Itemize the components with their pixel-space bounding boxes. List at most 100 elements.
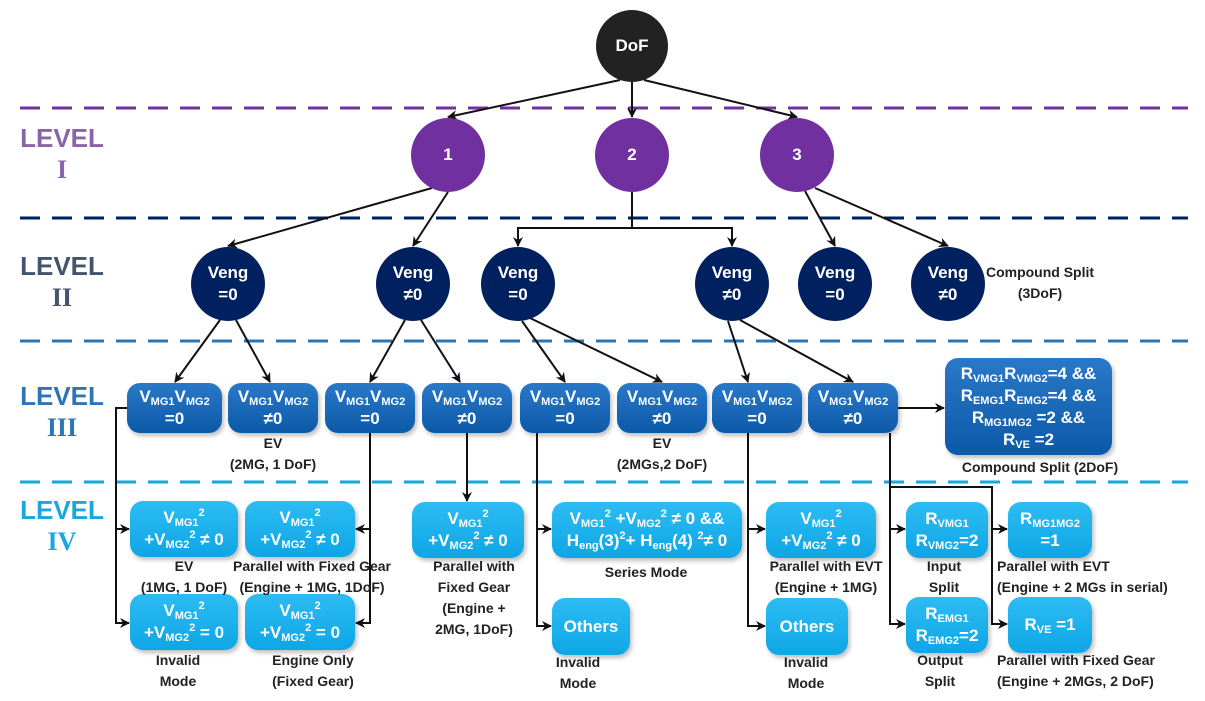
caption-line: Input	[926, 558, 962, 574]
caption-line: Output	[917, 652, 963, 668]
subscript: EMG1	[937, 613, 969, 625]
node-text-line: RVMG2=2	[916, 530, 979, 552]
node-text-line: VMG1VMG2	[139, 386, 209, 408]
caption-line: (Engine + 2MGs, 2 DoF)	[997, 673, 1154, 689]
node-text-line: ≠0	[653, 408, 672, 430]
connector-arrow	[643, 79, 798, 120]
circle-node-dof3: 3	[760, 118, 834, 192]
subscript: MG2	[576, 396, 601, 408]
text-segment: Veng	[497, 263, 539, 282]
text-segment: R	[925, 509, 938, 528]
node-text-line: RVE =2	[1003, 429, 1054, 451]
node-text-line: ≠0	[458, 408, 477, 430]
caption-line: (1MG, 1 DoF)	[140, 579, 228, 595]
circle-node-dof1: 1	[411, 118, 485, 192]
connector-arrow	[814, 187, 949, 247]
node-text-line: =0	[165, 408, 184, 430]
text-segment: R	[1002, 429, 1016, 449]
text-segment: +V	[143, 623, 166, 642]
node-text-line: ≠0	[404, 284, 423, 306]
text-segment: V	[279, 601, 291, 620]
condition-box-q13: RVE =1	[1008, 597, 1092, 653]
connector-arrow	[235, 319, 271, 383]
text-segment: =0	[555, 409, 575, 428]
text-segment: ≠ 0	[195, 530, 224, 549]
node-text-line: 2	[627, 144, 636, 166]
caption-line: Parallel with Fixed Gear	[233, 558, 391, 574]
text-segment: ≠0	[938, 285, 958, 304]
caption-line: Mode	[559, 675, 597, 691]
node-text-line: VMG12	[800, 508, 841, 530]
superscript: 2	[189, 529, 196, 541]
node-text-line: VMG1VMG2	[432, 386, 502, 408]
text-segment: +V	[428, 531, 450, 550]
text-segment: =0	[164, 409, 185, 428]
caption-ev2mg: EV (2MG, 1 DoF)	[230, 433, 316, 475]
subscript: MG2	[185, 396, 210, 408]
node-text-line: VMG1VMG2	[722, 386, 792, 408]
caption-ev2mgs: EV (2MGs,2 DoF)	[617, 433, 707, 475]
caption-line: 2MG, 1DoF)	[435, 621, 513, 637]
caption-line: (3DoF)	[1017, 285, 1063, 301]
subscript: EMG1	[972, 394, 1005, 407]
text-segment: ≠0	[722, 285, 742, 304]
condition-box-q9: Others	[766, 598, 848, 655]
level-numeral: IV	[47, 527, 77, 556]
level-word: LEVEL	[20, 381, 104, 411]
connector-arrow	[747, 433, 766, 631]
text-segment: =2	[1029, 429, 1055, 449]
subscript: EMG2	[1016, 394, 1048, 407]
text-segment: +V	[259, 623, 282, 642]
circle-node-v3b: Veng ≠0	[911, 247, 985, 321]
node-text-line: DoF	[615, 35, 648, 57]
superscript: 2	[305, 529, 312, 541]
text-segment: =4 &&	[1047, 363, 1097, 383]
subscript: MG1	[150, 396, 175, 408]
text-segment: R	[1024, 615, 1037, 634]
superscript: 2	[835, 508, 842, 520]
node-text-line: RVE =1	[1024, 614, 1075, 636]
text-segment: R	[915, 531, 928, 550]
node-text-line: VMG1VMG2	[335, 386, 405, 408]
level-numeral: I	[56, 155, 68, 184]
text-segment: +V	[260, 530, 282, 549]
node-text-line: Veng	[815, 262, 856, 284]
condition-box-m5: VMG1VMG2 =0	[520, 383, 610, 433]
node-text-line: +VMG22 ≠ 0	[144, 529, 223, 551]
node-text-line: +VMG22 ≠ 0	[260, 529, 339, 551]
text-segment: V	[370, 387, 382, 406]
text-segment: = 0	[311, 623, 341, 642]
connector-arrow	[521, 320, 566, 383]
text-segment: R	[960, 363, 973, 383]
node-text-line: =0	[747, 408, 766, 430]
subscript: EMG2	[927, 635, 960, 647]
superscript: 2	[198, 507, 205, 519]
caption-line: Parallel with EVT	[997, 558, 1110, 574]
subscript: eng	[652, 540, 673, 552]
subscript: VMG2	[927, 540, 960, 552]
superscript: 2	[189, 622, 196, 634]
text-segment: =0	[508, 285, 528, 304]
caption-evt1: Parallel with EVT (Engine + 1MG)	[770, 556, 883, 598]
connector-arrow	[889, 433, 906, 629]
text-segment: V	[467, 387, 479, 406]
node-text-line: +VMG22 = 0	[260, 622, 340, 644]
condition-box-m7: VMG1VMG2 =0	[712, 383, 802, 433]
caption-series: Series Mode	[605, 562, 687, 583]
subscript: MG2	[281, 539, 306, 551]
condition-box-m2: VMG1VMG2 ≠0	[228, 383, 318, 433]
text-segment: Others	[563, 616, 619, 636]
node-text-line: +VMG22 ≠ 0	[428, 530, 507, 552]
superscript: 2	[697, 530, 704, 542]
text-segment: ≠ 0	[311, 530, 340, 549]
caption-line: Parallel with Fixed Gear	[997, 652, 1155, 668]
condition-box-q2: VMG12 +VMG22 ≠ 0	[245, 501, 355, 557]
circle-node-v2b: Veng ≠0	[695, 247, 769, 321]
node-text-line: RMG1MG2	[1020, 508, 1080, 530]
condition-box-q11: RMG1MG2 =1	[1008, 502, 1092, 558]
circle-node-v2a: Veng =0	[481, 247, 555, 321]
connector-arrow	[804, 190, 836, 247]
node-text-line: Veng	[498, 262, 539, 284]
text-segment: + H	[625, 531, 653, 550]
